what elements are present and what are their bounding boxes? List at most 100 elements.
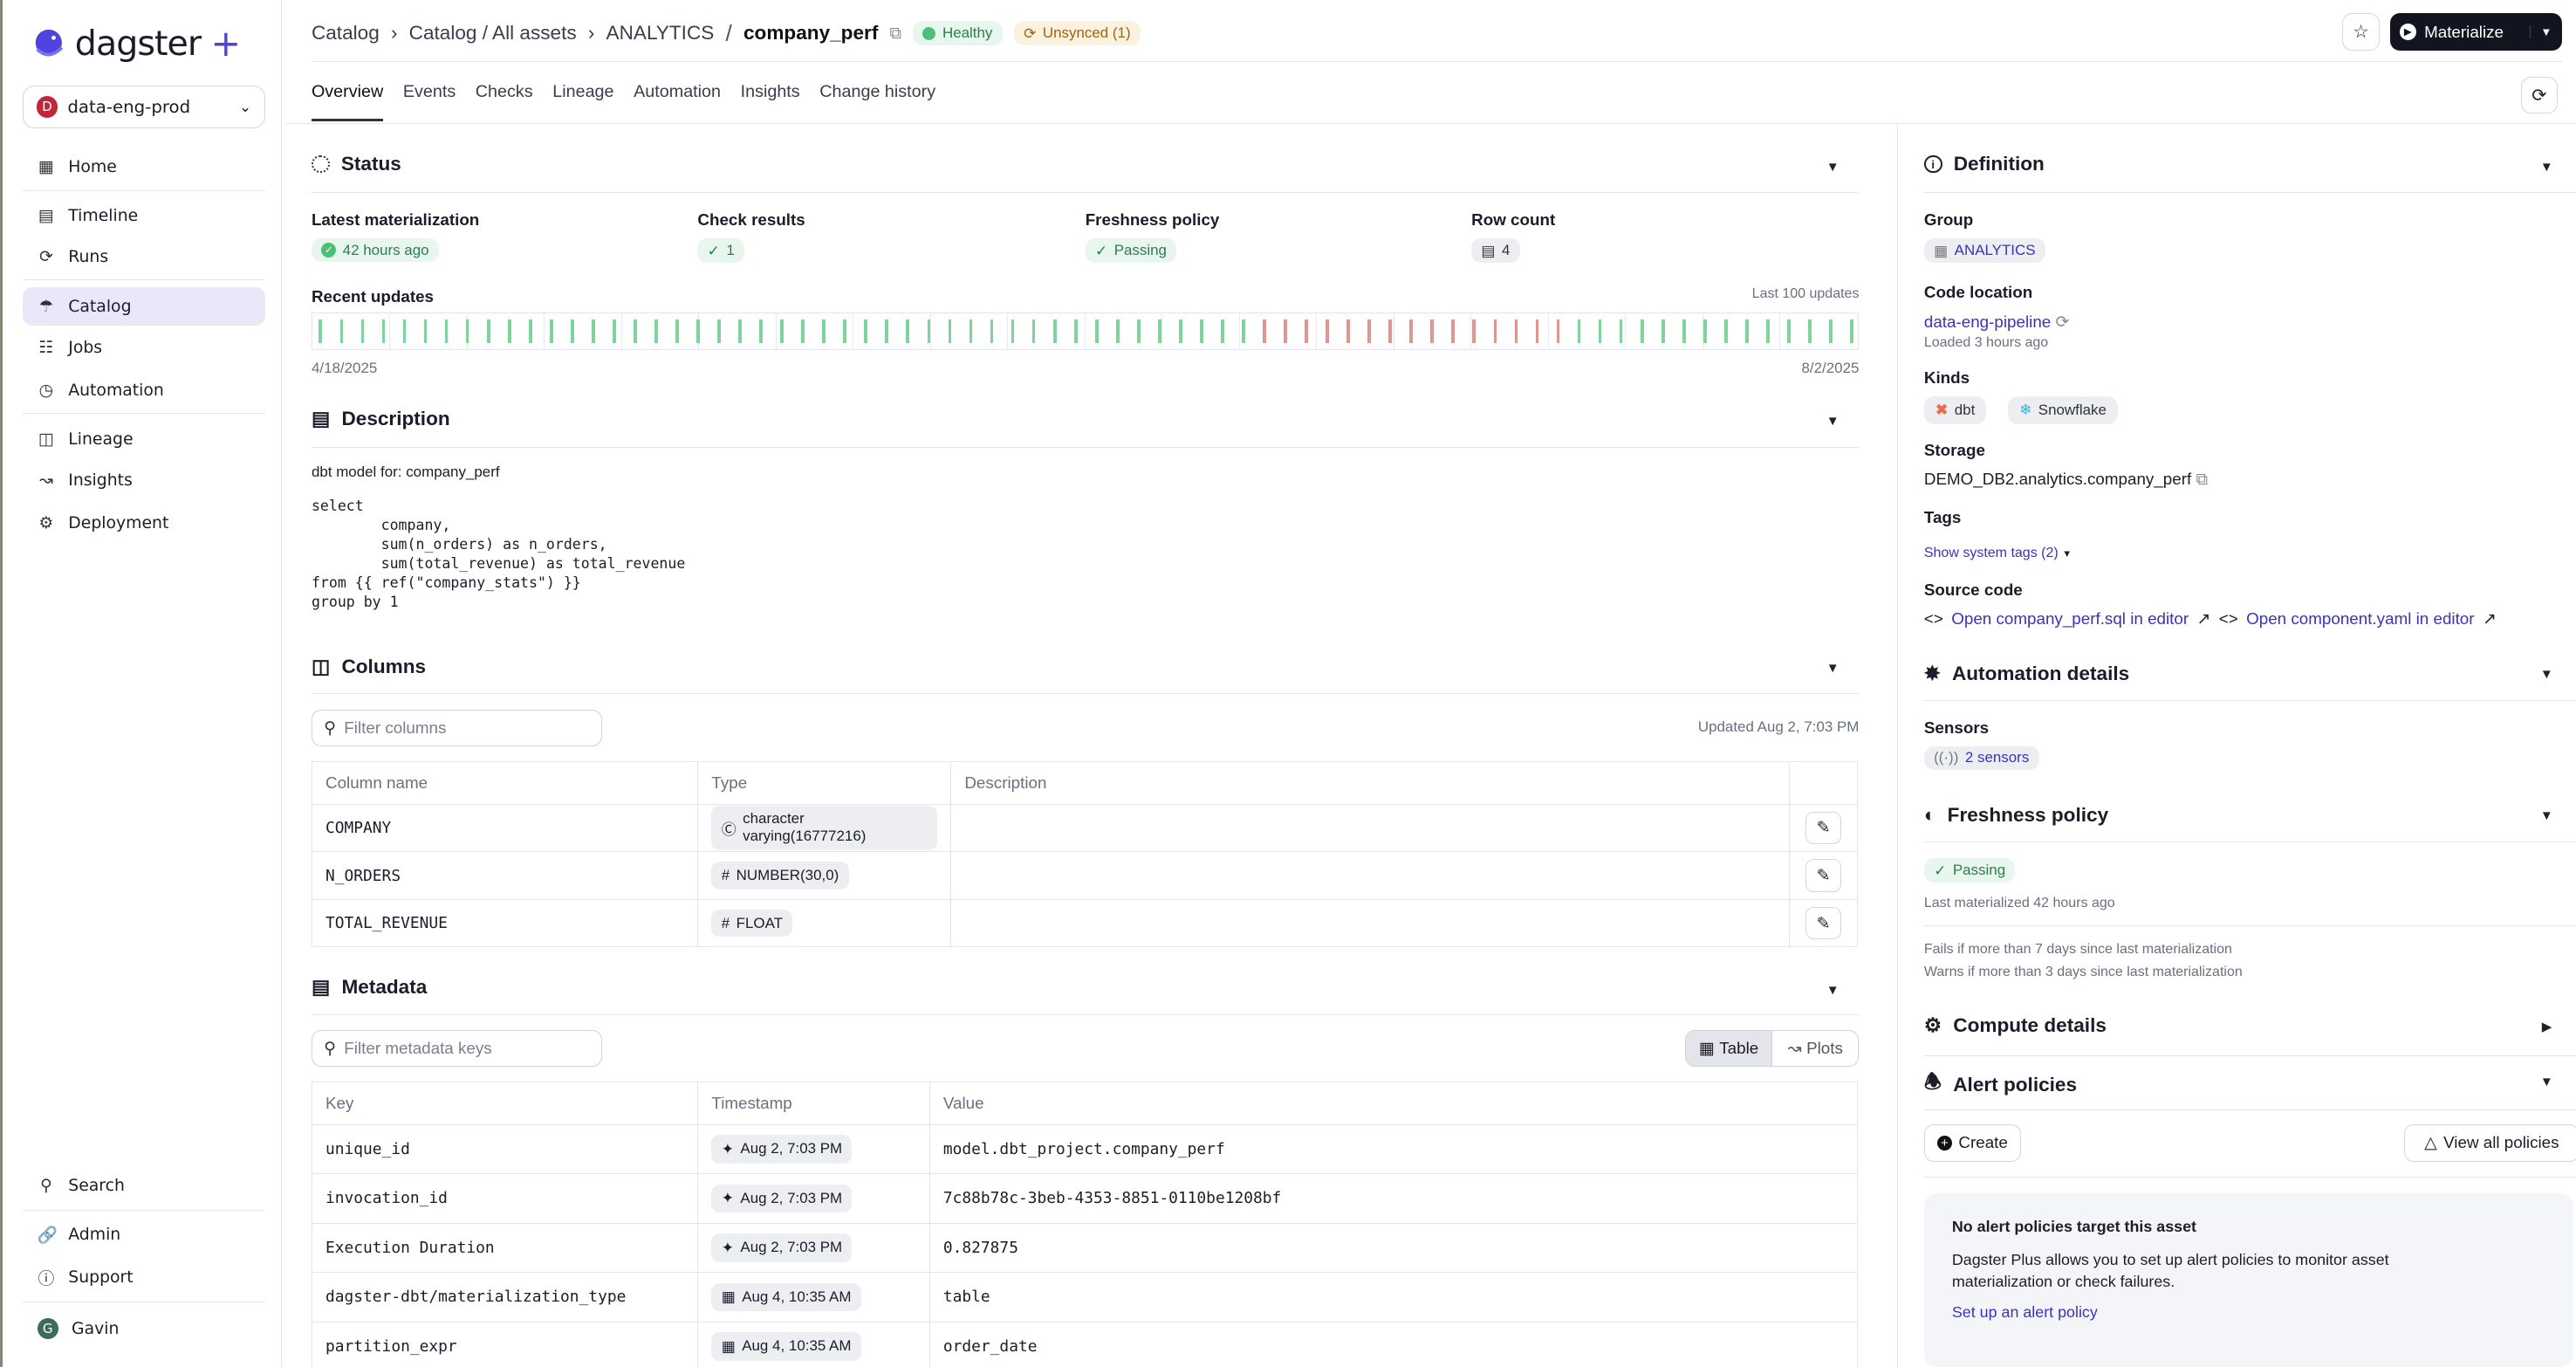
update-tick-failure[interactable]: [1305, 319, 1308, 343]
update-tick-success[interactable]: [801, 319, 805, 343]
update-tick-success[interactable]: [1598, 319, 1602, 343]
health-badge[interactable]: Healthy: [913, 21, 1003, 45]
sidebar-item-jobs[interactable]: ☷ Jobs: [23, 329, 266, 367]
compute-section-header[interactable]: ⚙ Compute details: [1924, 1014, 2107, 1037]
update-tick-failure[interactable]: [1388, 319, 1393, 343]
update-tick-success[interactable]: [969, 319, 973, 343]
update-tick-success[interactable]: [360, 319, 365, 343]
automation-section-header[interactable]: ✸ Automation details: [1924, 663, 2129, 685]
update-tick-failure[interactable]: [1263, 319, 1266, 343]
update-tick-success[interactable]: [339, 319, 344, 343]
update-tick-success[interactable]: [717, 319, 721, 343]
update-tick-success[interactable]: [549, 319, 553, 343]
collapse-caret-icon[interactable]: ▼: [1826, 982, 1840, 998]
update-tick-success[interactable]: [402, 319, 407, 343]
view-all-policies-button[interactable]: △ View all policies: [2403, 1123, 2576, 1163]
columns-section-header[interactable]: ◫ Columns: [312, 656, 426, 678]
sidebar-item-insights[interactable]: ↝ Insights: [23, 462, 266, 499]
update-tick-success[interactable]: [465, 319, 469, 343]
update-tick-success[interactable]: [780, 319, 784, 343]
favorite-button[interactable]: ☆: [2341, 13, 2381, 52]
timestamp-badge[interactable]: ▦ Aug 4, 10:35 AM: [711, 1332, 861, 1361]
update-tick-success[interactable]: [1157, 319, 1161, 343]
update-tick-success[interactable]: [1808, 319, 1812, 343]
update-tick-failure[interactable]: [1514, 319, 1518, 343]
update-tick-success[interactable]: [1011, 319, 1015, 343]
update-tick-failure[interactable]: [1430, 319, 1435, 343]
collapse-caret-icon[interactable]: ▼: [2539, 1075, 2553, 1090]
tab-change-history[interactable]: Change history: [819, 82, 936, 102]
update-tick-success[interactable]: [444, 319, 449, 343]
expand-caret-icon[interactable]: ▶: [2541, 1020, 2552, 1035]
sidebar-item-admin[interactable]: 🔗 Admin: [23, 1216, 266, 1254]
timestamp-badge[interactable]: ✦ Aug 2, 7:03 PM: [711, 1233, 853, 1262]
freshness-section-header[interactable]: ◐ Freshness policy: [1924, 804, 2108, 827]
update-tick-success[interactable]: [1765, 319, 1770, 343]
update-tick-success[interactable]: [1178, 319, 1182, 343]
sidebar-item-lineage[interactable]: ◫ Lineage: [23, 421, 266, 458]
view-table-button[interactable]: ▦ Table: [1685, 1031, 1773, 1066]
update-tick-success[interactable]: [570, 319, 574, 343]
group-tag[interactable]: ▦ ANALYTICS: [1923, 237, 2045, 264]
update-tick-success[interactable]: [486, 319, 490, 343]
update-tick-success[interactable]: [864, 319, 868, 343]
metadata-section-header[interactable]: ▤ Metadata: [312, 976, 427, 999]
sidebar-item-home[interactable]: ▦ Home: [23, 148, 266, 185]
update-tick-success[interactable]: [990, 319, 994, 343]
kind-tag-dbt[interactable]: ✖ dbt: [1923, 395, 1987, 424]
edit-description-button[interactable]: ✎: [1805, 811, 1842, 845]
update-tick-success[interactable]: [1094, 319, 1099, 343]
update-tick-success[interactable]: [654, 319, 658, 343]
update-tick-success[interactable]: [1787, 319, 1791, 343]
update-tick-success[interactable]: [423, 319, 428, 343]
setup-alert-link[interactable]: Set up an alert policy: [1951, 1303, 2098, 1322]
tab-checks[interactable]: Checks: [475, 82, 533, 102]
sidebar-item-search[interactable]: ⚲ Search: [23, 1167, 266, 1205]
update-tick-success[interactable]: [381, 319, 386, 343]
update-tick-success[interactable]: [906, 319, 910, 343]
update-tick-success[interactable]: [1136, 319, 1141, 343]
sidebar-item-support[interactable]: ⓘ Support: [23, 1259, 266, 1296]
copy-icon[interactable]: ⧉: [2196, 470, 2208, 489]
tab-overview[interactable]: Overview: [311, 82, 384, 121]
update-tick-success[interactable]: [1052, 319, 1057, 343]
update-tick-success[interactable]: [759, 319, 763, 343]
tab-insights[interactable]: Insights: [740, 82, 800, 102]
refresh-button[interactable]: ⟳: [2521, 77, 2558, 113]
update-tick-success[interactable]: [1031, 319, 1036, 343]
update-tick-success[interactable]: [634, 319, 637, 343]
reload-icon[interactable]: ⟳: [2055, 312, 2070, 331]
workspace-selector[interactable]: D data-eng-prod ⌄: [22, 85, 266, 128]
update-tick-success[interactable]: [1577, 319, 1581, 343]
show-system-tags-toggle[interactable]: Show system tags (2) ▼: [1924, 546, 2072, 561]
update-tick-success[interactable]: [885, 319, 889, 343]
update-tick-failure[interactable]: [1472, 319, 1476, 343]
tab-automation[interactable]: Automation: [634, 82, 722, 102]
collapse-caret-icon[interactable]: ▼: [2539, 808, 2553, 824]
update-tick-success[interactable]: [738, 319, 742, 343]
status-section-header[interactable]: Status: [311, 153, 401, 175]
update-tick-success[interactable]: [319, 319, 323, 343]
update-tick-success[interactable]: [1702, 319, 1707, 343]
latest-materialization-badge[interactable]: ✓ 42 hours ago: [311, 237, 439, 263]
update-tick-success[interactable]: [1640, 319, 1644, 343]
freshness-badge[interactable]: ✓ Passing: [1085, 237, 1177, 264]
update-tick-success[interactable]: [507, 319, 511, 343]
breadcrumb-group[interactable]: ANALYTICS: [606, 22, 715, 45]
update-tick-success[interactable]: [1850, 319, 1853, 343]
update-tick-success[interactable]: [591, 319, 595, 343]
view-plots-button[interactable]: ↝ Plots: [1772, 1031, 1858, 1065]
materialize-button[interactable]: ▶ Materialize ▼: [2389, 13, 2563, 52]
user-menu[interactable]: G Gavin: [23, 1310, 266, 1348]
sidebar-item-automation[interactable]: ◷ Automation: [23, 371, 266, 409]
timestamp-badge[interactable]: ▦ Aug 4, 10:35 AM: [711, 1282, 861, 1312]
alerts-section-header[interactable]: 🕭 Alert policies: [1924, 1068, 2077, 1102]
kind-tag-snowflake[interactable]: ❄ Snowflake: [2007, 395, 2119, 424]
update-tick-success[interactable]: [1242, 319, 1245, 343]
update-tick-failure[interactable]: [1346, 319, 1350, 343]
update-tick-success[interactable]: [1829, 319, 1833, 343]
open-yaml-link[interactable]: Open component.yaml in editor: [2246, 609, 2475, 629]
filter-columns-input[interactable]: ⚲ Filter columns: [311, 710, 603, 746]
dagster-logo[interactable]: dagster +: [32, 23, 241, 65]
sidebar-item-timeline[interactable]: ▤ Timeline: [23, 197, 266, 235]
